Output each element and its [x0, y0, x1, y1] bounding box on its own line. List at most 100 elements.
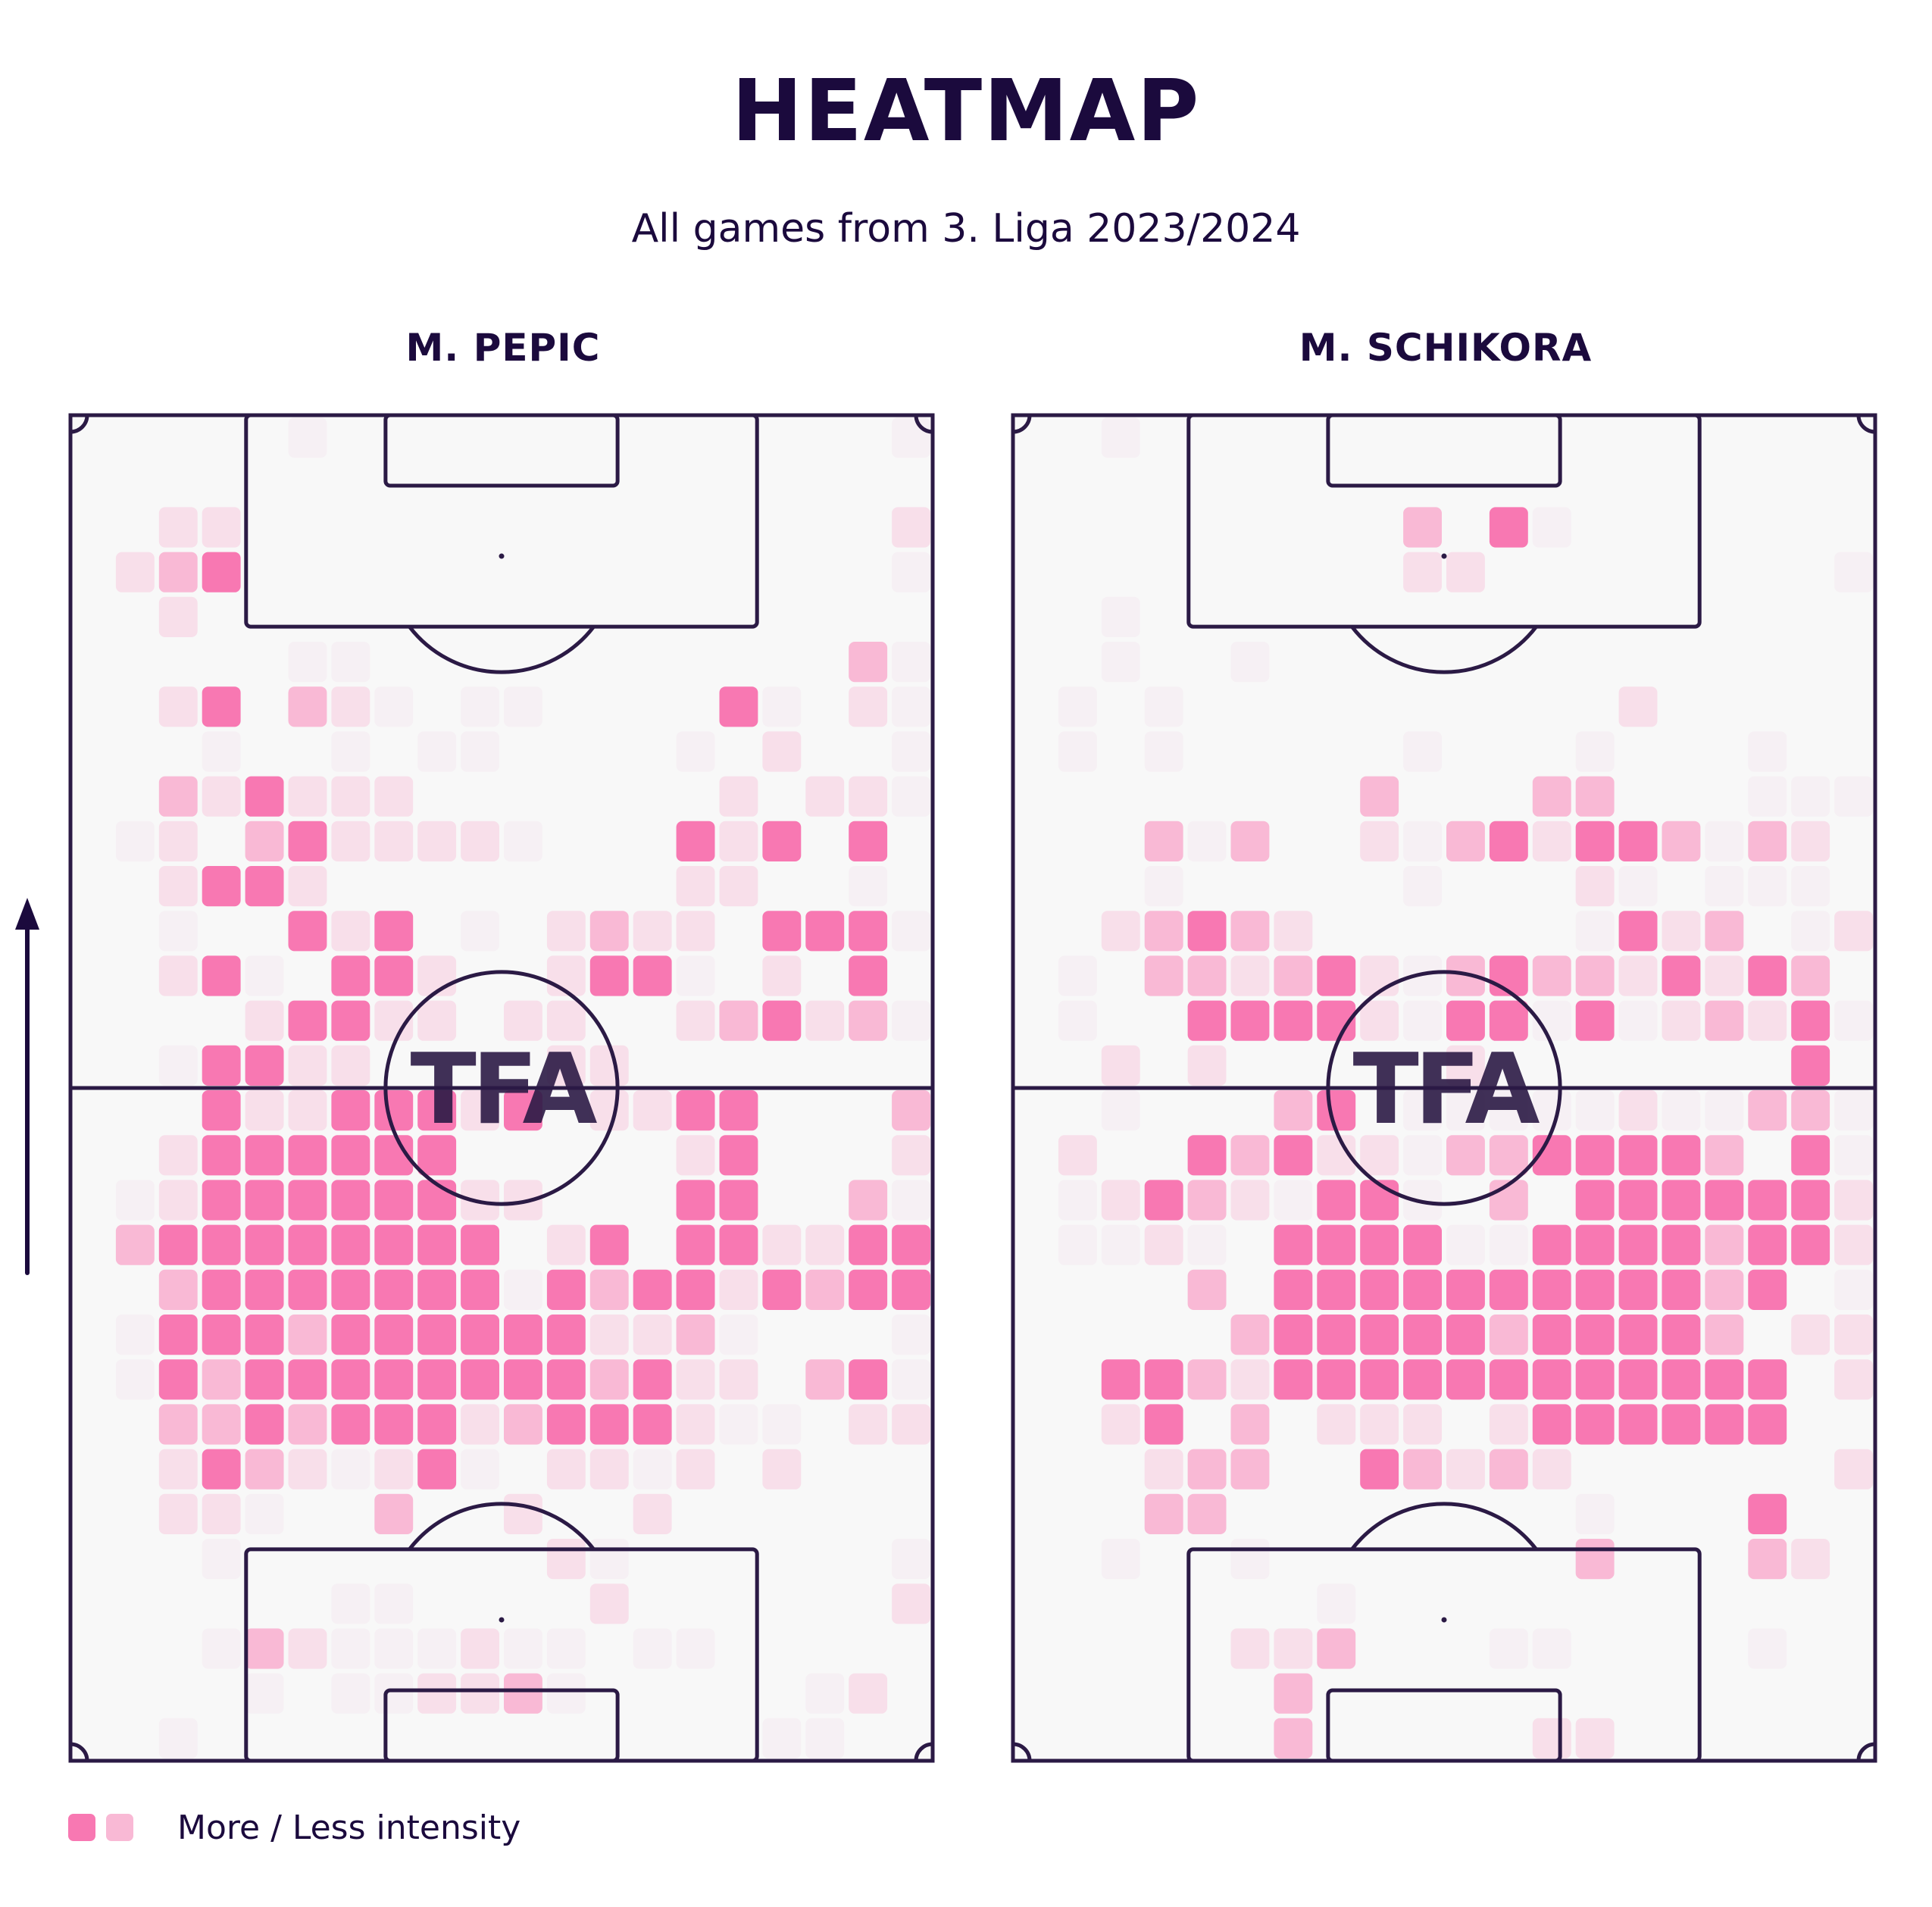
heat-cell: [1317, 1224, 1356, 1265]
heat-cell: [245, 866, 284, 907]
heat-cell: [589, 955, 629, 996]
heat-cell: [892, 507, 930, 548]
heat-cell: [245, 1315, 284, 1355]
heat-cell: [589, 1315, 629, 1355]
heat-cell: [1144, 731, 1183, 772]
heat-cell: [245, 1180, 284, 1221]
heat-cell: [1489, 1628, 1528, 1669]
heat-cell: [633, 1628, 672, 1669]
heat-cell: [1532, 1224, 1571, 1265]
heat-cell: [461, 1673, 499, 1714]
heat-cell: [1230, 955, 1270, 996]
heat-cell: [158, 1449, 198, 1490]
heat-cell: [1446, 1449, 1485, 1490]
heat-cell: [849, 1404, 888, 1445]
heat-cell: [288, 1135, 327, 1176]
heat-cell: [546, 1449, 586, 1490]
heat-cell: [158, 596, 198, 637]
heat-cell: [1748, 866, 1787, 907]
heat-cell: [158, 866, 198, 907]
heat-cell: [1575, 1269, 1615, 1310]
heat-cell: [1705, 1090, 1744, 1131]
heat-cell: [417, 1135, 457, 1176]
heat-cell: [158, 1224, 198, 1265]
heat-cell: [158, 1180, 198, 1221]
heat-cell: [1101, 1180, 1140, 1221]
heat-cell: [202, 1404, 241, 1445]
heat-cell: [1144, 955, 1183, 996]
heat-cell: [288, 1359, 327, 1400]
heat-cell: [331, 1628, 370, 1669]
heat-cell: [1187, 1493, 1227, 1534]
heat-cell: [1618, 866, 1658, 907]
heat-cell: [374, 1000, 414, 1041]
heat-cell: [1101, 911, 1140, 952]
heat-cell: [676, 1000, 715, 1041]
player-name-right: M. SCHIKORA: [1299, 326, 1593, 370]
heat-cell: [1403, 731, 1442, 772]
heat-cell: [892, 642, 930, 683]
heat-cell: [1230, 1449, 1270, 1490]
heat-cell: [374, 821, 414, 861]
heat-cell: [1748, 731, 1787, 772]
tfa-logo: TFA: [410, 1033, 597, 1146]
heat-cell: [676, 1404, 715, 1445]
heat-cell: [1575, 731, 1615, 772]
heat-cell: [1489, 1404, 1528, 1445]
heat-cell: [1575, 776, 1615, 817]
heat-cell: [1360, 1224, 1399, 1265]
heat-cell: [1058, 955, 1097, 996]
center-circle: [1326, 970, 1562, 1206]
heat-cell: [1101, 1404, 1140, 1445]
heat-cell: [202, 1539, 241, 1580]
heat-cell: [1575, 1090, 1615, 1131]
heat-cell: [1360, 776, 1399, 817]
heat-cell: [1662, 1135, 1701, 1176]
heat-cell: [719, 1359, 758, 1400]
heat-cell: [1144, 1449, 1183, 1490]
heat-cell: [1834, 1000, 1873, 1041]
heat-cell: [676, 866, 715, 907]
tfa-logo: TFA: [1352, 1033, 1540, 1146]
heat-cell: [1101, 596, 1140, 637]
heat-cell: [1748, 1180, 1787, 1221]
heat-cell: [115, 1180, 155, 1221]
heat-cell: [1662, 821, 1701, 861]
heat-cell: [158, 1269, 198, 1310]
heat-cell: [719, 1000, 758, 1041]
heat-cell: [158, 911, 198, 952]
heat-cell: [805, 1000, 845, 1041]
heatmap-pitch-left: TFA: [68, 413, 935, 1763]
heat-cell: [1058, 1000, 1097, 1041]
heat-cell: [1532, 1090, 1571, 1131]
heat-cell: [1532, 1449, 1571, 1490]
heat-cell: [331, 686, 370, 727]
heat-cell: [1446, 1359, 1485, 1400]
heat-cell: [115, 552, 155, 592]
heat-cell: [158, 1404, 198, 1445]
heat-cell: [1834, 1224, 1873, 1265]
heat-cell: [1705, 1359, 1744, 1400]
heat-cell: [676, 1180, 715, 1221]
chart-subtitle: All games from 3. Liga 2023/2024: [631, 206, 1301, 252]
heat-cell: [1403, 1000, 1442, 1041]
heat-cell: [676, 1628, 715, 1669]
heat-cell: [1705, 1404, 1744, 1445]
legend: More / Less intensity: [68, 1801, 521, 1854]
heat-cell: [417, 821, 457, 861]
heat-cell: [202, 507, 241, 548]
heat-cell: [1187, 1449, 1227, 1490]
heat-cell: [633, 1404, 672, 1445]
heat-cell: [1360, 1359, 1399, 1400]
heat-cell: [1575, 1224, 1615, 1265]
heat-cell: [461, 686, 499, 727]
heat-cell: [1834, 776, 1873, 817]
heat-cell: [1360, 1404, 1399, 1445]
heat-cell: [1532, 1269, 1571, 1310]
heat-cell: [849, 642, 888, 683]
heat-cell: [1532, 776, 1571, 817]
heat-cell: [762, 911, 802, 952]
corner-arc: [1012, 1742, 1032, 1762]
heat-cell: [504, 1628, 542, 1669]
heat-cell: [331, 1359, 370, 1400]
